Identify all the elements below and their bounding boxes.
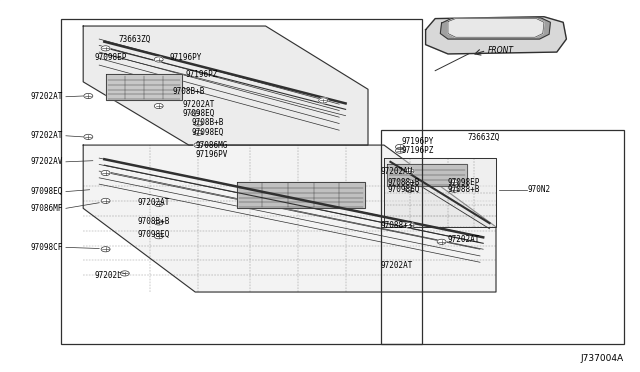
Polygon shape (83, 26, 368, 145)
Circle shape (101, 170, 110, 176)
Text: 97202AT: 97202AT (182, 100, 215, 109)
Circle shape (120, 271, 129, 276)
Circle shape (194, 142, 203, 148)
Circle shape (194, 130, 203, 135)
Circle shape (84, 93, 93, 99)
Text: 970N2: 970N2 (528, 185, 551, 194)
Text: 97202AV: 97202AV (30, 157, 63, 166)
Text: 97098EP: 97098EP (95, 53, 127, 62)
Circle shape (450, 180, 459, 185)
Text: 97098EP: 97098EP (448, 178, 481, 187)
Text: 97202AT: 97202AT (30, 92, 63, 101)
Circle shape (101, 198, 110, 203)
Text: 97086MG: 97086MG (195, 141, 228, 150)
Circle shape (405, 187, 414, 192)
Circle shape (194, 121, 203, 126)
Text: 97098EQ: 97098EQ (192, 128, 225, 137)
Circle shape (437, 239, 446, 244)
Circle shape (154, 220, 163, 225)
Text: 97196PZ: 97196PZ (186, 70, 218, 79)
Text: 97202AT: 97202AT (448, 235, 481, 244)
Circle shape (405, 180, 414, 185)
Circle shape (405, 222, 414, 228)
Text: J737004A: J737004A (581, 354, 624, 363)
Text: 9708B+B: 9708B+B (173, 87, 205, 96)
Circle shape (154, 234, 163, 239)
Circle shape (191, 111, 200, 116)
Text: 9708B+B: 9708B+B (192, 118, 225, 127)
Text: 97202AU: 97202AU (381, 167, 413, 176)
Circle shape (101, 247, 110, 252)
Circle shape (154, 103, 163, 109)
Text: 97088+B: 97088+B (387, 178, 420, 187)
Text: 73663ZQ: 73663ZQ (467, 133, 500, 142)
Circle shape (154, 57, 163, 62)
Text: 97088+3: 97088+3 (381, 221, 413, 230)
Text: 97202AT: 97202AT (381, 262, 413, 270)
Polygon shape (384, 158, 496, 227)
Polygon shape (237, 182, 365, 208)
Text: 97196PY: 97196PY (401, 137, 434, 146)
Polygon shape (448, 19, 544, 37)
Polygon shape (426, 17, 566, 54)
Text: 97196PZ: 97196PZ (401, 146, 434, 155)
Circle shape (405, 169, 414, 174)
Bar (381, 130, 624, 344)
Polygon shape (83, 145, 496, 292)
Circle shape (450, 187, 459, 192)
Circle shape (396, 148, 404, 153)
Polygon shape (440, 18, 550, 39)
Circle shape (101, 46, 110, 51)
Text: 73663ZQ: 73663ZQ (118, 35, 151, 44)
Text: 97098EQ: 97098EQ (138, 230, 170, 239)
Text: 97202AT: 97202AT (30, 131, 63, 140)
Text: 97098EQ: 97098EQ (30, 187, 63, 196)
Text: 97088+B: 97088+B (448, 185, 481, 194)
Text: 9708B+B: 9708B+B (138, 217, 170, 226)
Circle shape (319, 98, 328, 103)
Text: 97202AT: 97202AT (138, 198, 170, 207)
Text: FRONT: FRONT (488, 46, 514, 55)
Text: 97098CF: 97098CF (30, 243, 63, 252)
Text: 97098EQ: 97098EQ (387, 185, 420, 194)
Circle shape (396, 144, 404, 150)
Text: 97098EQ: 97098EQ (182, 109, 215, 118)
Text: 97202L: 97202L (95, 271, 122, 280)
Text: 97086MF: 97086MF (30, 204, 63, 213)
Polygon shape (387, 164, 467, 186)
Circle shape (84, 134, 93, 140)
Text: 97196PY: 97196PY (170, 53, 202, 62)
Circle shape (154, 201, 163, 206)
Bar (61, 19, 422, 344)
Text: 97196PV: 97196PV (195, 150, 228, 159)
Polygon shape (106, 74, 182, 100)
